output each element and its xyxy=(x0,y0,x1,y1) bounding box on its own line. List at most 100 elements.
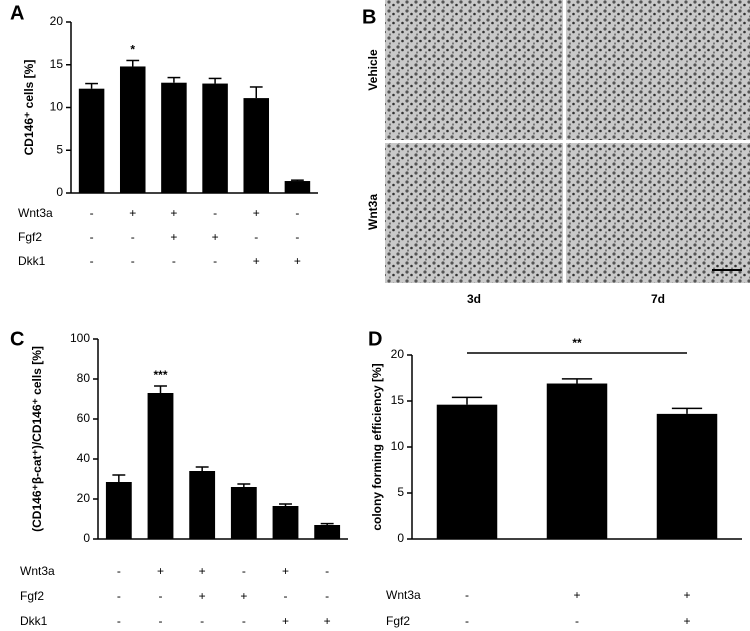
row-label: Wnt3a xyxy=(366,194,380,230)
micrograph xyxy=(566,0,750,140)
condition-sign: - xyxy=(131,254,135,268)
condition-sign: - xyxy=(117,564,121,578)
condition-sign: + xyxy=(294,254,301,268)
condition-sign: + xyxy=(282,564,289,578)
y-tick-label: 20 xyxy=(50,14,64,28)
significance: * xyxy=(130,43,135,57)
bar xyxy=(243,98,270,193)
panel-label: D xyxy=(368,328,382,350)
condition-sign: + xyxy=(170,230,177,244)
condition-sign: + xyxy=(199,589,206,603)
condition-sign: + xyxy=(212,230,219,244)
bar xyxy=(202,83,228,193)
condition-sign: - xyxy=(465,588,469,602)
condition-label: Wnt3a xyxy=(18,206,53,220)
condition-sign: - xyxy=(213,206,217,220)
panel-b: B Vehicle Wnt3a 3d 7d xyxy=(362,0,750,306)
condition-sign: + xyxy=(253,254,260,268)
micrograph xyxy=(385,0,563,140)
condition-sign: - xyxy=(131,230,135,244)
bar xyxy=(272,506,299,539)
bar xyxy=(656,413,718,539)
y-tick-label: 15 xyxy=(391,393,405,407)
condition-sign: + xyxy=(324,614,331,628)
condition-label: Wnt3a xyxy=(20,564,55,578)
condition-label: Fgf2 xyxy=(386,614,410,628)
condition-sign: - xyxy=(117,614,121,628)
condition-sign: - xyxy=(284,589,288,603)
condition-sign: + xyxy=(240,589,247,603)
y-tick-label: 0 xyxy=(397,531,404,545)
significance: ** xyxy=(572,336,582,350)
y-tick-label: 0 xyxy=(56,185,63,199)
condition-sign: - xyxy=(200,614,204,628)
micrograph xyxy=(566,143,750,283)
bar xyxy=(284,181,311,193)
condition-sign: + xyxy=(282,614,289,628)
condition-sign: - xyxy=(295,206,299,220)
condition-sign: + xyxy=(573,588,580,602)
condition-sign: + xyxy=(157,564,164,578)
condition-sign: + xyxy=(170,206,177,220)
column-label: 7d xyxy=(651,292,665,306)
micrograph xyxy=(385,143,563,283)
condition-sign: - xyxy=(159,589,163,603)
y-tick-label: 15 xyxy=(50,57,64,71)
bar xyxy=(161,82,187,193)
y-axis-label: (CD146⁺β-cat⁺)/CD146⁺ cells [%] xyxy=(30,346,44,532)
bar xyxy=(436,404,498,539)
significance: *** xyxy=(153,368,167,382)
panel-label: B xyxy=(362,6,376,28)
condition-sign: - xyxy=(575,614,579,628)
condition-sign: - xyxy=(295,230,299,244)
y-axis-label: colony forming efficiency [%] xyxy=(370,363,384,530)
condition-label: Fgf2 xyxy=(20,589,44,603)
condition-sign: - xyxy=(242,564,246,578)
condition-sign: - xyxy=(325,564,329,578)
y-tick-label: 5 xyxy=(56,142,63,156)
y-tick-label: 100 xyxy=(70,331,90,345)
y-tick-label: 20 xyxy=(391,347,405,361)
bar xyxy=(119,66,146,193)
panel-label: C xyxy=(10,328,24,350)
bar xyxy=(546,383,608,539)
condition-sign: - xyxy=(325,589,329,603)
bar xyxy=(147,393,174,539)
condition-label: Dkk1 xyxy=(20,614,48,628)
condition-sign: + xyxy=(253,206,260,220)
condition-sign: - xyxy=(159,614,163,628)
y-tick-label: 0 xyxy=(83,531,90,545)
condition-sign: + xyxy=(199,564,206,578)
condition-sign: - xyxy=(213,254,217,268)
row-label: Vehicle xyxy=(366,49,380,91)
condition-sign: - xyxy=(465,614,469,628)
condition-sign: - xyxy=(254,230,258,244)
y-tick-label: 10 xyxy=(50,100,64,114)
condition-sign: - xyxy=(90,206,94,220)
column-label: 3d xyxy=(467,292,481,306)
condition-sign: - xyxy=(90,230,94,244)
y-tick-label: 60 xyxy=(77,411,91,425)
y-tick-label: 10 xyxy=(391,439,405,453)
condition-sign: + xyxy=(129,206,136,220)
bar xyxy=(230,487,257,539)
y-tick-label: 5 xyxy=(397,485,404,499)
y-tick-label: 80 xyxy=(77,371,91,385)
condition-label: Dkk1 xyxy=(18,254,46,268)
y-axis-label: CD146⁺ cells [%] xyxy=(22,60,36,156)
condition-sign: - xyxy=(172,254,176,268)
condition-sign: - xyxy=(242,614,246,628)
condition-label: Wnt3a xyxy=(386,588,421,602)
bar xyxy=(314,525,341,539)
bar xyxy=(105,482,132,539)
y-tick-label: 20 xyxy=(77,491,91,505)
panel-label: A xyxy=(10,2,24,24)
condition-sign: + xyxy=(683,614,690,628)
y-tick-label: 40 xyxy=(77,451,91,465)
condition-sign: + xyxy=(683,588,690,602)
bar xyxy=(78,88,105,193)
condition-label: Fgf2 xyxy=(18,230,42,244)
condition-sign: - xyxy=(90,254,94,268)
bar xyxy=(189,471,216,539)
